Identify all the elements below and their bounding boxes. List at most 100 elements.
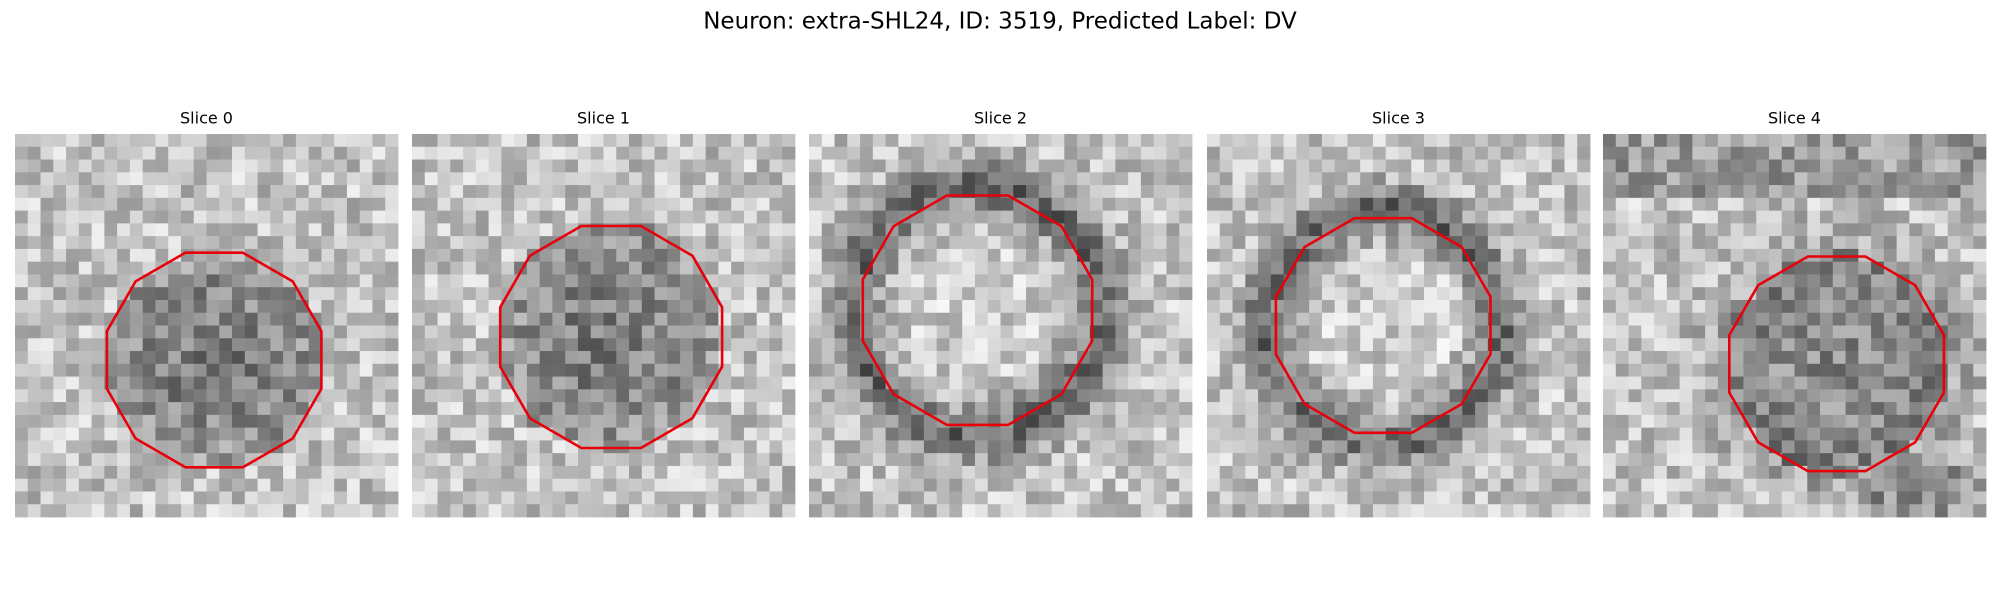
pixel xyxy=(809,172,823,186)
pixel xyxy=(1871,223,1885,237)
pixel xyxy=(1321,236,1336,250)
pixel xyxy=(1347,236,1361,250)
pixel xyxy=(308,185,322,199)
pixel xyxy=(475,440,489,454)
pixel xyxy=(321,351,335,365)
pixel xyxy=(180,325,195,339)
pixel xyxy=(1128,299,1142,314)
pixel xyxy=(1564,376,1578,390)
pixel xyxy=(949,146,963,160)
pixel xyxy=(565,427,579,441)
pixel xyxy=(1232,427,1246,441)
pixel xyxy=(1871,287,1885,301)
pixel xyxy=(539,325,553,339)
pixel xyxy=(1449,299,1463,314)
pixel xyxy=(1832,351,1846,365)
pixel xyxy=(1692,478,1706,492)
pixel xyxy=(1794,172,1808,186)
pixel xyxy=(1140,478,1155,492)
pixel xyxy=(1705,504,1719,518)
pixel xyxy=(756,440,770,454)
pixel xyxy=(1628,159,1642,173)
pixel xyxy=(1615,478,1629,492)
pixel xyxy=(1743,351,1757,365)
pixel xyxy=(1641,440,1655,454)
pixel xyxy=(692,465,707,480)
pixel xyxy=(1871,338,1885,352)
pixel xyxy=(1372,299,1387,314)
pixel xyxy=(1883,248,1898,263)
pixel xyxy=(898,504,912,518)
pixel xyxy=(475,134,489,148)
pixel xyxy=(577,146,592,160)
pixel xyxy=(385,504,399,518)
pixel xyxy=(321,478,335,492)
pixel xyxy=(526,453,541,467)
pixel xyxy=(1462,351,1476,365)
pixel xyxy=(603,376,617,390)
pixel xyxy=(1232,210,1246,224)
pixel xyxy=(463,197,477,211)
pixel xyxy=(1666,299,1680,314)
pixel xyxy=(1487,261,1502,275)
pixel xyxy=(412,274,426,288)
pixel xyxy=(1654,325,1668,339)
pixel xyxy=(616,172,630,186)
pixel xyxy=(1462,185,1476,199)
pixel xyxy=(1909,465,1923,480)
pixel xyxy=(539,504,553,518)
pixel xyxy=(1909,312,1923,326)
pixel xyxy=(680,274,694,288)
pixel xyxy=(731,478,745,492)
pixel xyxy=(885,440,899,454)
pixel xyxy=(577,389,592,403)
pixel xyxy=(1207,197,1221,211)
pixel xyxy=(1781,363,1795,377)
pixel xyxy=(1232,172,1246,186)
pixel xyxy=(936,287,950,301)
pixel xyxy=(193,172,207,186)
pixel xyxy=(1654,453,1668,467)
pixel xyxy=(1026,261,1040,275)
pixel xyxy=(821,465,835,480)
pixel xyxy=(1372,223,1387,237)
pixel xyxy=(1179,236,1193,250)
pixel xyxy=(1424,172,1438,186)
pixel xyxy=(949,248,963,263)
pixel xyxy=(1909,376,1923,390)
pixel xyxy=(1807,440,1821,454)
pixel xyxy=(616,274,630,288)
pixel xyxy=(1283,134,1297,148)
pixel xyxy=(412,338,426,352)
pixel xyxy=(769,197,783,211)
pixel xyxy=(1756,248,1770,263)
pixel xyxy=(66,402,80,416)
pixel xyxy=(346,159,361,173)
pixel xyxy=(911,376,925,390)
pixel xyxy=(718,223,732,237)
pixel xyxy=(1960,146,1974,160)
pixel xyxy=(1013,146,1027,160)
pixel xyxy=(1077,414,1091,429)
pixel xyxy=(743,299,758,314)
pixel xyxy=(40,172,54,186)
pixel xyxy=(501,504,515,518)
pixel xyxy=(142,134,156,148)
pixel xyxy=(1564,325,1578,339)
pixel xyxy=(847,172,861,186)
pixel xyxy=(1051,261,1065,275)
pixel xyxy=(1551,236,1565,250)
pixel xyxy=(193,134,207,148)
pixel xyxy=(1551,261,1565,275)
pixel xyxy=(1934,236,1949,250)
pixel xyxy=(1654,363,1668,377)
pixel xyxy=(936,427,950,441)
pixel xyxy=(1577,325,1591,339)
pixel xyxy=(1947,376,1961,390)
pixel xyxy=(334,402,348,416)
pixel xyxy=(898,465,912,480)
pixel xyxy=(1794,197,1808,211)
pixel xyxy=(680,197,694,211)
pixel xyxy=(1628,287,1642,301)
pixel xyxy=(552,159,566,173)
